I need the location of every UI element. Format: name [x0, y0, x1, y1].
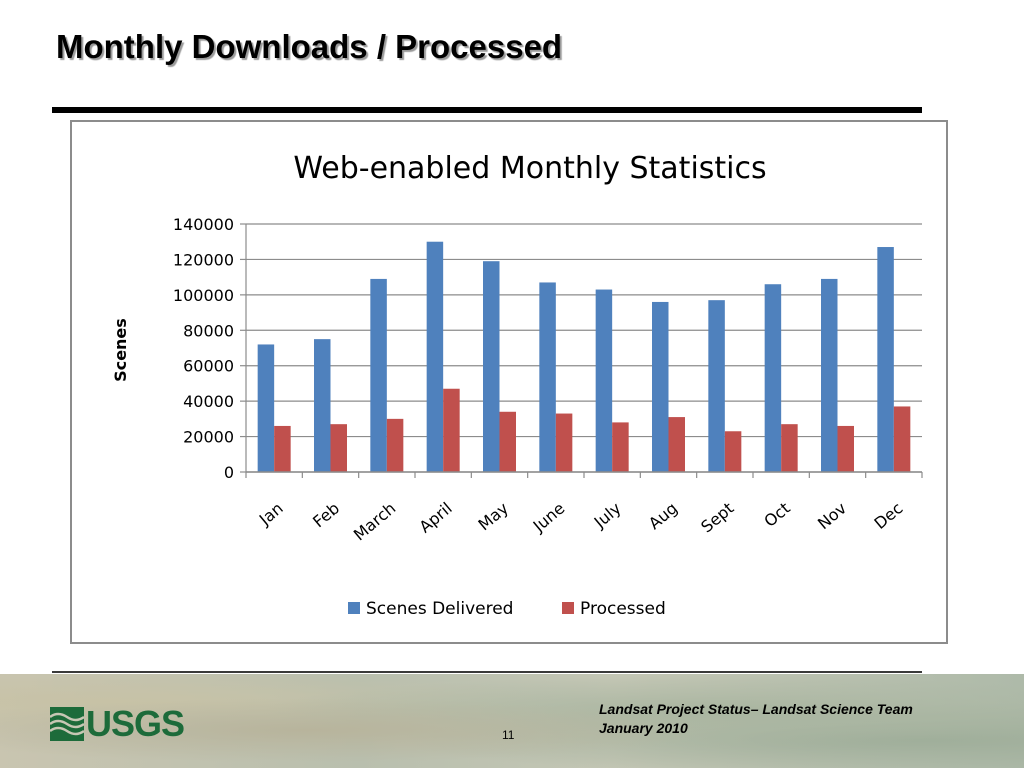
bar-scenes-delivered-dec — [877, 247, 894, 472]
bar-scenes-delivered-jan — [257, 344, 275, 472]
bar-processed-sept — [724, 431, 742, 472]
legend-label-scenes-delivered: Scenes Delivered — [366, 599, 513, 619]
bar-scenes-delivered-april — [426, 241, 444, 472]
chart-title: Web-enabled Monthly Statistics — [293, 151, 766, 186]
y-tick-label-3: 60000 — [183, 357, 234, 376]
bar-scenes-delivered-may — [483, 261, 500, 472]
x-tick-label-july: July — [590, 499, 625, 533]
y-axis-label: Scenes — [111, 318, 130, 382]
legend-label-processed: Processed — [580, 599, 666, 619]
x-tick-label-may: May — [475, 499, 513, 535]
bar-processed-feb — [330, 424, 347, 472]
page-number: 11 — [502, 728, 515, 742]
y-tick-label-6: 120000 — [173, 250, 234, 269]
usgs-logo: USGS — [50, 703, 185, 744]
x-tick-label-feb: Feb — [309, 499, 343, 532]
bar-processed-june — [555, 413, 573, 472]
bar-processed-aug — [668, 417, 685, 472]
x-tick-label-april: April — [416, 499, 456, 537]
bars — [257, 241, 911, 472]
chart-frame: Web-enabled Monthly Statistics Scenes 0 2… — [70, 120, 948, 644]
bar-processed-april — [443, 388, 460, 472]
bar-scenes-delivered-aug — [652, 301, 669, 472]
bar-processed-dec — [893, 406, 911, 472]
x-tick-label-june: June — [529, 499, 569, 537]
legend: Scenes Delivered Processed — [348, 599, 666, 619]
x-tick-label-dec: Dec — [870, 499, 906, 533]
bar-processed-may — [499, 411, 516, 472]
bar-chart: Web-enabled Monthly Statistics Scenes 0 2… — [111, 151, 923, 619]
y-tick-label-2: 40000 — [183, 392, 234, 411]
footer-banner: USGS 11 Landsat Project Status– Landsat … — [0, 674, 1024, 768]
bar-processed-march — [386, 418, 404, 472]
y-tick-label-7: 140000 — [173, 215, 234, 234]
footer-caption: Landsat Project Status– Landsat Science … — [599, 700, 913, 738]
title-divider — [52, 107, 922, 113]
bar-scenes-delivered-nov — [821, 278, 838, 472]
y-tick-label-4: 80000 — [183, 321, 234, 340]
usgs-wave-icon — [50, 707, 84, 741]
bar-processed-july — [612, 422, 629, 472]
x-tick-label-jan: Jan — [255, 499, 287, 530]
x-tick-label-nov: Nov — [814, 499, 850, 534]
bar-scenes-delivered-feb — [314, 339, 331, 472]
bar-processed-nov — [837, 425, 854, 472]
bar-scenes-delivered-sept — [708, 300, 725, 472]
y-tick-label-0: 0 — [224, 463, 234, 482]
gridlines — [246, 223, 922, 473]
x-tick-label-sept: Sept — [697, 499, 737, 537]
legend-swatch-processed — [562, 602, 574, 614]
bar-scenes-delivered-july — [595, 289, 613, 472]
slide-title: Monthly Downloads / Processed — [56, 28, 563, 65]
bar-processed-jan — [274, 425, 291, 472]
usgs-wordmark: USGS — [86, 703, 185, 744]
bar-scenes-delivered-march — [370, 278, 387, 472]
bar-scenes-delivered-oct — [764, 284, 782, 472]
footer-divider — [52, 671, 922, 673]
legend-swatch-scenes-delivered — [348, 602, 360, 614]
x-tick-label-aug: Aug — [645, 499, 681, 534]
bar-scenes-delivered-june — [539, 282, 556, 472]
y-tick-label-5: 100000 — [173, 286, 234, 305]
y-tick-label-1: 20000 — [183, 428, 234, 447]
footer-line-1: Landsat Project Status– Landsat Science … — [599, 701, 913, 717]
bar-processed-oct — [781, 424, 798, 472]
x-tick-label-oct: Oct — [760, 499, 793, 531]
footer-line-2: January 2010 — [599, 720, 688, 736]
x-tick-label-march: March — [350, 499, 400, 545]
